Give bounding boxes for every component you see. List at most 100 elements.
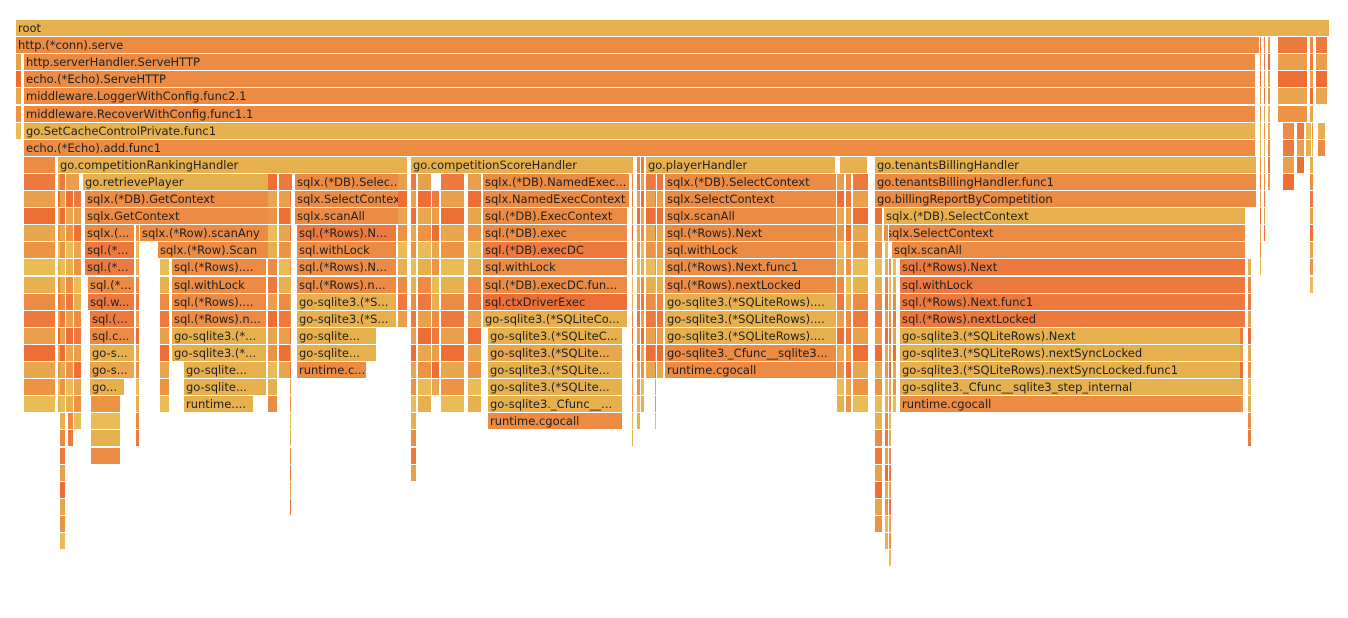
flame-frame-narrow[interactable] (1297, 139, 1305, 156)
flame-frame-narrow[interactable] (60, 225, 66, 242)
flame-frame[interactable]: sql.(*Rows).Next.func1 (665, 259, 837, 276)
flame-frame-narrow[interactable] (290, 310, 292, 327)
flame-frame-narrow[interactable] (411, 191, 417, 207)
flame-frame-narrow[interactable] (1264, 105, 1266, 122)
flame-frame-narrow[interactable] (846, 362, 852, 378)
flame-frame-narrow[interactable] (74, 259, 82, 276)
flame-frame[interactable]: sql.(*... (85, 242, 135, 259)
flame-frame-narrow[interactable] (68, 259, 74, 276)
flame-frame-narrow[interactable] (1260, 37, 1262, 54)
flame-frame-narrow[interactable] (136, 327, 140, 344)
flame-frame-narrow[interactable] (279, 310, 293, 327)
flame-frame-narrow[interactable] (411, 225, 417, 242)
flame-frame-narrow[interactable] (418, 379, 432, 396)
flame-frame-narrow[interactable] (1264, 173, 1266, 190)
flame-frame[interactable]: sql.(*DB).exec (483, 225, 628, 242)
flame-frame-narrow[interactable] (889, 430, 892, 447)
flame-frame-narrow[interactable] (837, 310, 845, 327)
flame-frame-narrow[interactable] (279, 208, 293, 225)
flame-frame[interactable]: sql.(*Rows).Next.func1 (900, 293, 1246, 310)
flame-frame-narrow[interactable] (60, 447, 66, 464)
flame-frame-narrow[interactable] (418, 173, 432, 190)
flame-frame-narrow[interactable] (885, 515, 889, 532)
flame-frame-narrow[interactable] (441, 293, 465, 310)
flame-frame-narrow[interactable] (398, 225, 408, 242)
flame-frame-narrow[interactable] (889, 515, 892, 532)
flame-frame-narrow[interactable] (837, 379, 845, 396)
flame-frame-narrow[interactable] (641, 362, 645, 378)
flame-frame-narrow[interactable] (74, 242, 82, 259)
flame-frame-narrow[interactable] (655, 173, 657, 190)
flame-frame-narrow[interactable] (1306, 139, 1312, 156)
flame-frame-narrow[interactable] (24, 225, 56, 242)
flame-frame-narrow[interactable] (160, 259, 170, 276)
flame-frame-narrow[interactable] (837, 327, 845, 344)
flame-frame-narrow[interactable] (441, 191, 465, 207)
flame-frame[interactable]: sql.(*DB).execDC (483, 242, 628, 259)
flame-frame-narrow[interactable] (279, 259, 293, 276)
flame-frame-narrow[interactable] (846, 242, 852, 259)
flame-frame-narrow[interactable] (441, 379, 465, 396)
flame-frame[interactable]: sql.(*Rows).... (172, 293, 267, 310)
flame-frame-narrow[interactable] (418, 191, 432, 207)
flame-frame[interactable]: echo.(*Echo).add.func1 (24, 139, 1256, 156)
flame-frame-narrow[interactable] (16, 88, 22, 105)
flame-frame-narrow[interactable] (60, 344, 66, 361)
flame-frame-narrow[interactable] (432, 344, 440, 361)
flame-frame-narrow[interactable] (60, 276, 66, 293)
flame-frame[interactable]: go-sqlite3.(*S... (297, 310, 397, 327)
flame-frame-narrow[interactable] (840, 156, 868, 173)
flame-frame-narrow[interactable] (60, 327, 66, 344)
flame-frame-narrow[interactable] (160, 293, 170, 310)
flame-frame-narrow[interactable] (875, 242, 883, 259)
flame-frame-narrow[interactable] (24, 344, 56, 361)
flame-frame-narrow[interactable] (637, 362, 641, 378)
flame-frame-narrow[interactable] (885, 447, 889, 464)
flame-frame-narrow[interactable] (24, 310, 56, 327)
flame-frame-narrow[interactable] (637, 259, 641, 276)
flame-frame-narrow[interactable] (74, 327, 82, 344)
flame-frame-narrow[interactable] (655, 242, 657, 259)
flame-frame-narrow[interactable] (60, 173, 66, 190)
flame-frame-narrow[interactable] (875, 208, 883, 225)
flame-frame-narrow[interactable] (1318, 139, 1326, 156)
flame-frame-narrow[interactable] (837, 242, 845, 259)
flame-frame-narrow[interactable] (1260, 191, 1262, 207)
flame-frame[interactable]: go-sqlite... (184, 362, 267, 378)
flame-frame-narrow[interactable] (846, 344, 852, 361)
flame-frame-narrow[interactable] (837, 191, 845, 207)
flame-frame-narrow[interactable] (637, 173, 641, 190)
flame-frame-narrow[interactable] (632, 242, 634, 259)
flame-frame-narrow[interactable] (885, 225, 889, 242)
flame-frame-narrow[interactable] (418, 225, 432, 242)
flame-frame-narrow[interactable] (853, 173, 869, 190)
flame-frame-narrow[interactable] (432, 259, 440, 276)
flame-frame-narrow[interactable] (893, 362, 897, 378)
flame-frame-narrow[interactable] (889, 533, 892, 549)
flame-frame-narrow[interactable] (853, 327, 869, 344)
flame-frame-narrow[interactable] (24, 191, 56, 207)
flame-frame-narrow[interactable] (279, 242, 293, 259)
flame-frame[interactable]: go-sqlite3._Cfunc__... (488, 396, 623, 413)
flame-frame-narrow[interactable] (418, 327, 432, 344)
flame-frame-narrow[interactable] (853, 276, 869, 293)
flame-frame-narrow[interactable] (1316, 54, 1328, 71)
flame-frame-narrow[interactable] (1260, 71, 1262, 88)
flame-frame-narrow[interactable] (24, 276, 56, 293)
flame-frame-narrow[interactable] (441, 242, 465, 259)
flame-frame-narrow[interactable] (160, 362, 170, 378)
flame-frame-narrow[interactable] (655, 208, 657, 225)
flame-frame-narrow[interactable] (641, 259, 645, 276)
flame-frame-narrow[interactable] (875, 515, 883, 532)
flame-frame[interactable]: sql.(*Rows).nextLocked (900, 310, 1246, 327)
flame-frame-narrow[interactable] (279, 293, 293, 310)
flame-frame[interactable]: sql.(*Rows).n... (297, 276, 397, 293)
flame-frame-narrow[interactable] (1278, 88, 1308, 105)
flame-frame[interactable]: sql.(*... (88, 276, 135, 293)
flame-frame-narrow[interactable] (1260, 225, 1262, 242)
flame-frame-narrow[interactable] (889, 259, 892, 276)
flame-frame-narrow[interactable] (290, 430, 292, 447)
flame-frame-narrow[interactable] (889, 396, 892, 413)
flame-frame-narrow[interactable] (488, 550, 489, 567)
flame-frame-narrow[interactable] (68, 293, 74, 310)
